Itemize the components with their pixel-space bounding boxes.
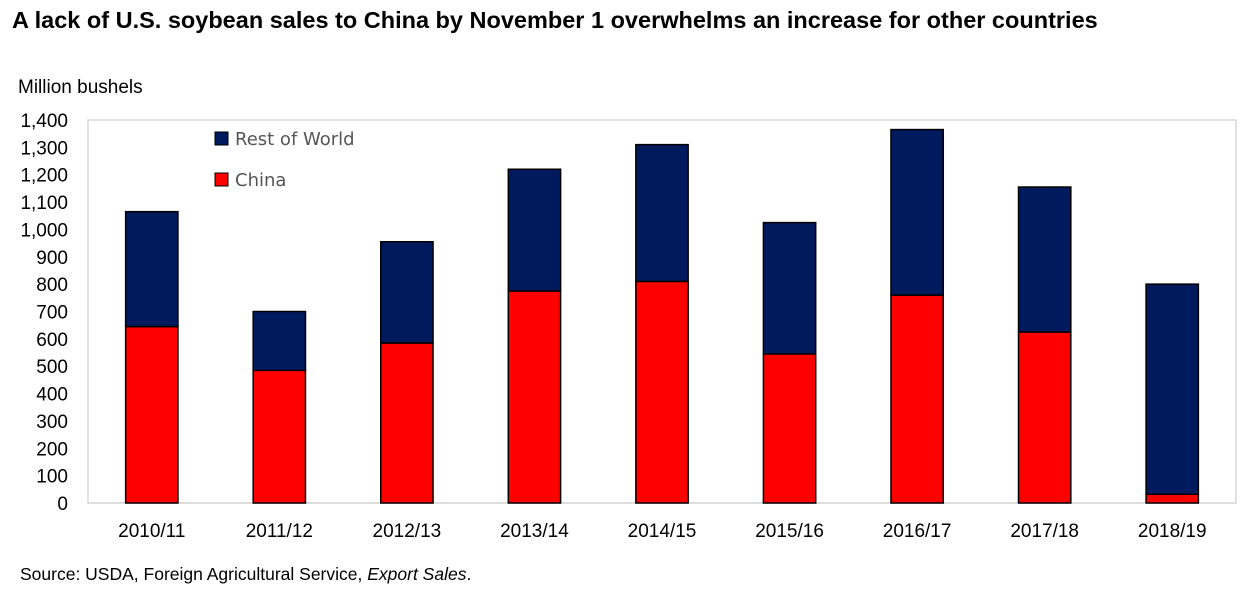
x-tick-label: 2014/15	[628, 521, 697, 542]
legend-swatch-china	[214, 172, 229, 187]
y-tick-label: 1,400	[20, 111, 68, 132]
y-axis-unit-label: Million bushels	[18, 77, 143, 98]
bar-stacks	[124, 128, 1200, 504]
y-axis-tick-labels: 0 100 200 300 400 500 600 700 800 900 1,000 1,100 1,…	[20, 111, 68, 515]
bar-china-2014-15	[635, 280, 689, 504]
y-tick-label: 700	[36, 303, 68, 324]
source-suffix: .	[466, 564, 472, 584]
source-publication: Export Sales	[367, 564, 467, 584]
chart-source-note: Source: USDA, Foreign Agricultural Servi…	[20, 563, 471, 585]
y-tick-label: 1,000	[20, 220, 68, 241]
x-tick-label: 2018/19	[1138, 521, 1207, 542]
bar-rest-of-world-2011-12	[252, 310, 307, 372]
bar-china-2013-14	[507, 290, 562, 504]
legend-label-china: China	[235, 170, 286, 191]
x-axis-tick-labels: 2010/11 2011/12 2012/13 2013/14 2014/15 2015/…	[118, 521, 1206, 542]
bar-china-2012-13	[379, 342, 434, 504]
bar-china-2015-16	[762, 353, 817, 504]
bar-rest-of-world-2018-19	[1145, 283, 1200, 495]
x-tick-label: 2012/13	[373, 521, 442, 542]
y-tick-label: 200	[36, 439, 68, 460]
source-prefix: Source: USDA, Foreign Agricultural Servi…	[20, 564, 368, 584]
bar-rest-of-world-2015-16	[762, 221, 817, 355]
y-tick-label: 500	[36, 357, 68, 378]
bar-china-2011-12	[252, 369, 307, 504]
y-tick-label: 600	[36, 330, 68, 351]
y-tick-label: 100	[36, 467, 68, 488]
y-tick-label: 0	[57, 494, 68, 515]
x-tick-label: 2010/11	[118, 521, 185, 542]
legend-swatch-rest-of-world	[214, 131, 229, 146]
bar-rest-of-world-2012-13	[379, 240, 434, 344]
bar-china-2010-11	[124, 325, 179, 504]
bar-rest-of-world-2017-18	[1017, 186, 1072, 333]
x-tick-label: 2011/12	[246, 521, 313, 542]
x-tick-label: 2017/18	[1010, 521, 1079, 542]
x-tick-label: 2015/16	[755, 521, 824, 542]
y-tick-label: 900	[36, 248, 68, 269]
y-tick-label: 400	[36, 385, 68, 406]
x-tick-label: 2013/14	[500, 521, 569, 542]
x-tick-label: 2016/17	[883, 521, 952, 542]
y-tick-label: 300	[36, 412, 68, 433]
legend: Rest of World China	[214, 129, 355, 191]
bar-rest-of-world-2010-11	[124, 210, 179, 328]
bar-china-2018-19	[1145, 493, 1200, 504]
bar-china-2017-18	[1017, 331, 1072, 504]
bar-china-2016-17	[890, 294, 945, 504]
bar-rest-of-world-2016-17	[890, 128, 945, 296]
bar-rest-of-world-2014-15	[635, 143, 689, 283]
bar-rest-of-world-2013-14	[507, 168, 562, 292]
y-tick-label: 1,100	[20, 193, 68, 214]
legend-label-rest-of-world: Rest of World	[235, 129, 355, 150]
chart-title: A lack of U.S. soybean sales to China by…	[12, 7, 1098, 33]
y-tick-label: 800	[36, 275, 68, 296]
y-tick-label: 1,200	[20, 166, 68, 187]
y-tick-label: 1,300	[20, 138, 68, 159]
